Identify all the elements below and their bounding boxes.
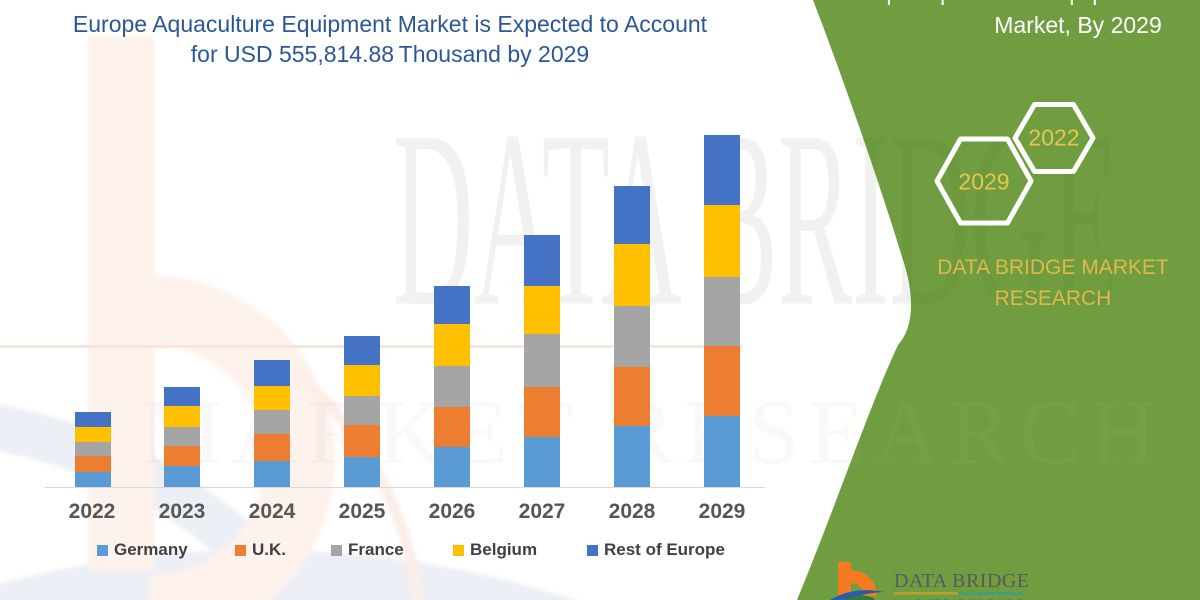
svg-text:DATA BRIDGE: DATA BRIDGE [894, 570, 1030, 592]
svg-text:2029: 2029 [958, 169, 1009, 195]
svg-text:MARKET RESEARCH: MARKET RESEARCH [894, 598, 1036, 600]
svg-text:2022: 2022 [1028, 125, 1079, 151]
svg-text:MARKET RESEARCH: MARKET RESEARCH [140, 381, 1165, 483]
